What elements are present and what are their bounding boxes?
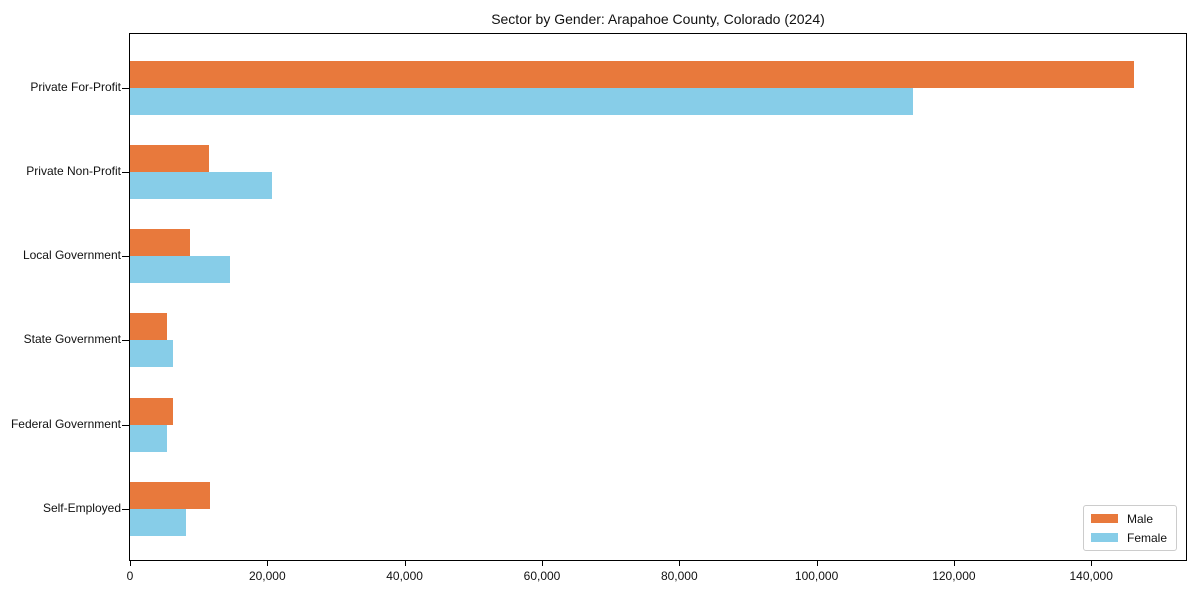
bar-female-local-government — [130, 256, 230, 284]
bar-female-private-for-profit — [130, 87, 914, 115]
y-tick-label-private-non-profit: Private Non-Profit — [26, 163, 121, 178]
x-tick-mark — [130, 561, 131, 566]
y-tick-mark — [122, 424, 129, 426]
x-tick-mark — [679, 561, 681, 566]
bar-female-private-non-profit — [130, 171, 273, 199]
bar-female-federal-government — [130, 424, 168, 452]
x-tick-label-120-000: 120,000 — [932, 569, 976, 583]
x-tick-label-0: 0 — [126, 569, 134, 583]
x-tick-label-20-000: 20,000 — [248, 569, 286, 583]
legend-label-male: Male — [1126, 511, 1153, 526]
bar-female-self-employed — [130, 509, 186, 536]
x-tick-mark — [267, 561, 269, 566]
x-tick-mark — [542, 561, 543, 566]
y-tick-mark — [122, 171, 129, 173]
bar-male-private-non-profit — [130, 144, 209, 172]
x-tick-mark — [1091, 561, 1093, 566]
bar-male-state-government — [130, 313, 168, 341]
y-tick-mark — [122, 509, 129, 510]
bar-female-state-government — [130, 340, 174, 368]
y-tick-mark — [122, 256, 129, 258]
legend: Male Female — [1082, 505, 1177, 551]
y-tick-label-self-employed: Self-Employed — [42, 501, 121, 515]
x-tick-label-100-000: 100,000 — [794, 569, 839, 583]
y-tick-label-state-government: State Government — [23, 332, 121, 347]
y-tick-label-federal-government: Federal Government — [10, 416, 121, 431]
bar-male-federal-government — [130, 397, 174, 425]
y-tick-label-private-for-profit: Private For-Profit — [30, 79, 121, 94]
plot-area: Male Female — [129, 33, 1187, 561]
x-tick-label-60-000: 60,000 — [523, 569, 561, 583]
y-tick-mark — [122, 340, 129, 342]
y-tick-label-local-government: Local Government — [22, 248, 121, 263]
x-tick-label-80-000: 80,000 — [660, 569, 698, 583]
bar-male-local-government — [130, 229, 190, 257]
x-tick-mark — [953, 561, 955, 566]
bar-male-self-employed — [130, 482, 210, 509]
legend-swatch-female — [1090, 533, 1118, 542]
legend-label-female: Female — [1126, 530, 1167, 545]
chart-title: Sector by Gender: Arapahoe County, Color… — [491, 11, 825, 27]
y-tick-mark — [122, 87, 129, 89]
legend-entry-male: Male — [1090, 511, 1167, 526]
x-tick-mark — [816, 561, 818, 566]
bar-male-private-for-profit — [130, 60, 1134, 88]
x-tick-mark — [404, 561, 406, 566]
legend-swatch-male — [1090, 514, 1118, 523]
x-tick-label-40-000: 40,000 — [386, 569, 423, 583]
x-tick-label-140-000: 140,000 — [1069, 569, 1113, 583]
legend-entry-female: Female — [1090, 530, 1167, 545]
